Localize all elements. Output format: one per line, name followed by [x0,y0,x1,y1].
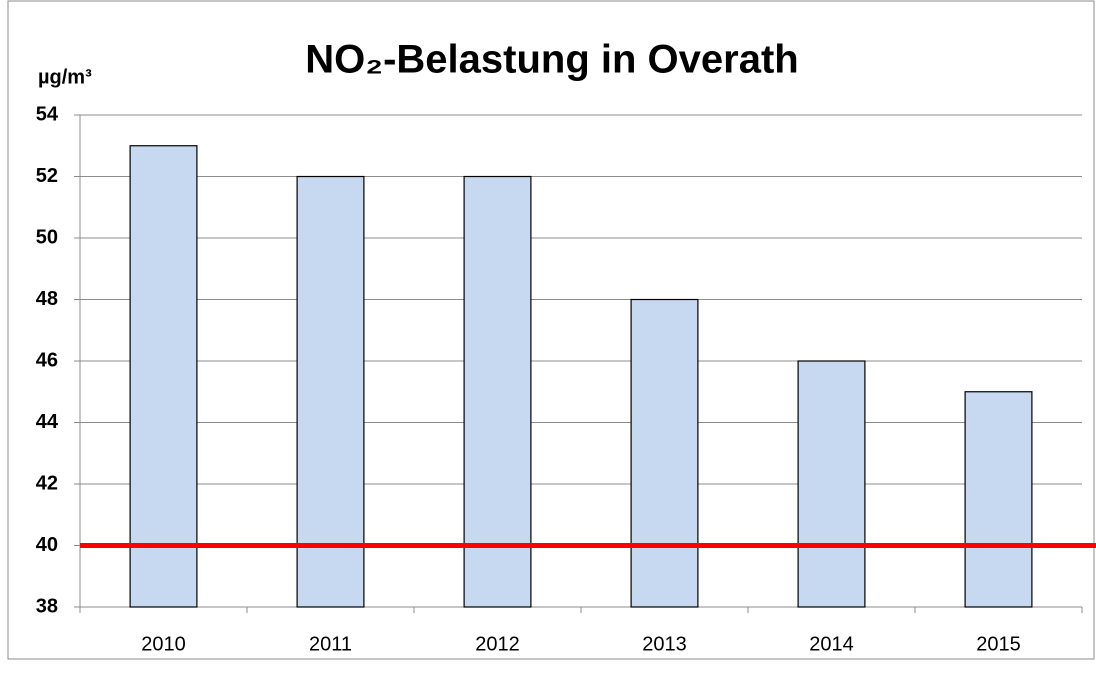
y-tick-label: 48 [36,288,58,310]
y-tick-label: 40 [36,534,58,556]
bar [630,298,699,608]
x-tick-label: 2012 [475,633,520,655]
x-tick-label: 2014 [809,633,854,655]
y-axis-label: µg/m³ [38,66,92,88]
x-tick-label: 2010 [141,633,186,655]
y-tick-label: 38 [36,595,58,617]
x-tick-label: 2011 [309,633,352,655]
bar [964,391,1033,608]
x-tick-label: 2015 [976,633,1021,655]
y-tick-label: 44 [36,411,59,433]
y-tick-label: 42 [36,472,58,494]
y-tick-label: 52 [36,165,58,187]
bar [129,145,198,608]
y-tick-label: 50 [36,226,58,248]
y-tick-label: 46 [36,349,58,371]
bar [463,175,532,608]
chart-title: NO₂-Belastung in Overath [305,38,798,82]
bar [296,175,365,608]
bar [797,360,866,608]
y-tick-label: 54 [36,103,59,125]
x-tick-label: 2013 [642,633,687,655]
